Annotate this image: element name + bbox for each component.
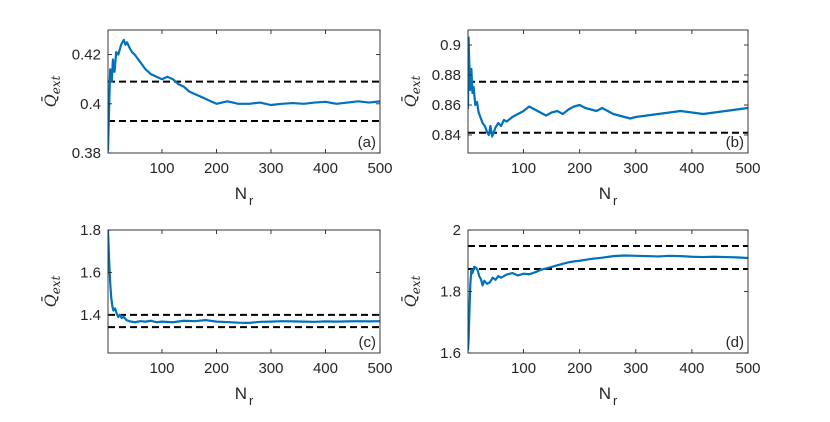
y-tick-label: 1.6 (80, 264, 101, 281)
chart-panel-2: 100 200 300 400 500 0.84 0.86 0.88 0.9 N r Q̄ext (b) (399, 29, 761, 208)
x-axis-label-main: N (235, 384, 247, 403)
x-axis-label-sub: r (613, 393, 618, 408)
y-tick-label: 2 (453, 222, 461, 239)
x-axis-label-main: N (599, 384, 611, 403)
series-line-1 (108, 38, 380, 152)
axes-box (107, 229, 381, 354)
x-tick-label: 200 (567, 360, 592, 377)
x-tick-label: 400 (313, 360, 338, 377)
y-axis-label-sub: ext (409, 75, 423, 94)
y-tick-label: 0.42 (72, 47, 101, 64)
y-tick-label: 0.84 (432, 127, 461, 144)
panel-label: (d) (726, 334, 744, 351)
y-tick-label: 1.8 (440, 284, 461, 301)
y-tick-label: 1.4 (80, 307, 101, 324)
x-tick-label: 300 (258, 360, 283, 377)
x-tick-label: 100 (511, 360, 536, 377)
chart-panel-3: 100 200 300 400 500 1.4 1.6 1.8 N r Q̄ext (c) (39, 222, 392, 408)
y-axis-label: Q̄ext (399, 275, 423, 307)
x-tick-label: 100 (149, 160, 174, 177)
x-axis-label-sub: r (613, 193, 618, 208)
panel-label: (c) (359, 334, 377, 351)
x-tick-label: 400 (313, 160, 338, 177)
y-axis-label: Q̄ext (399, 75, 423, 107)
axes-box (467, 29, 749, 154)
x-tick-label: 500 (735, 160, 760, 177)
x-tick-label: 500 (367, 160, 392, 177)
x-tick-label: 300 (258, 160, 283, 177)
y-axis-label: Q̄ext (39, 75, 63, 107)
y-axis-label-main: Q̄ (399, 94, 420, 107)
x-tick-label: 400 (679, 160, 704, 177)
y-axis-label: Q̄ext (39, 275, 63, 307)
x-tick-label: 400 (679, 360, 704, 377)
y-tick-label: 0.86 (432, 97, 461, 114)
x-tick-label: 100 (511, 160, 536, 177)
x-tick-label: 200 (567, 160, 592, 177)
series-line-1 (468, 254, 748, 352)
y-axis-label-sub: ext (49, 275, 63, 294)
x-axis-label-sub: r (249, 193, 254, 208)
y-tick-label: 0.38 (72, 145, 101, 162)
panel-label: (a) (358, 134, 376, 151)
chart-panel-1: 100 200 300 400 500 0.38 0.4 0.42 N r Q̄ext (a) (39, 29, 393, 208)
y-axis-label-main: Q̄ (399, 294, 420, 307)
y-tick-label: 0.88 (432, 67, 461, 84)
x-tick-label: 200 (204, 360, 229, 377)
x-tick-label: 500 (367, 360, 392, 377)
y-tick-label: 1.6 (440, 345, 461, 362)
x-tick-label: 200 (204, 160, 229, 177)
panel-label: (b) (726, 134, 744, 151)
x-axis-label-main: N (599, 184, 611, 203)
x-tick-label: 100 (149, 360, 174, 377)
y-axis-label-main: Q̄ (39, 294, 60, 307)
x-axis-label-main: N (235, 184, 247, 203)
x-axis-label-sub: r (249, 393, 254, 408)
series-line-1 (468, 36, 748, 138)
series-line-1 (108, 230, 380, 324)
y-axis-label-sub: ext (409, 275, 423, 294)
y-axis-label-sub: ext (49, 75, 63, 94)
y-axis-label-main: Q̄ (39, 94, 60, 107)
chart-panel-4: 100 200 300 400 500 1.6 1.8 2 N r Q̄ext (d) (399, 222, 760, 408)
x-tick-label: 300 (623, 160, 648, 177)
axes-box (107, 29, 381, 154)
x-tick-label: 500 (735, 360, 760, 377)
y-tick-label: 0.9 (440, 37, 461, 54)
y-tick-label: 1.8 (80, 222, 101, 239)
x-tick-label: 300 (623, 360, 648, 377)
y-tick-label: 0.4 (80, 96, 101, 113)
